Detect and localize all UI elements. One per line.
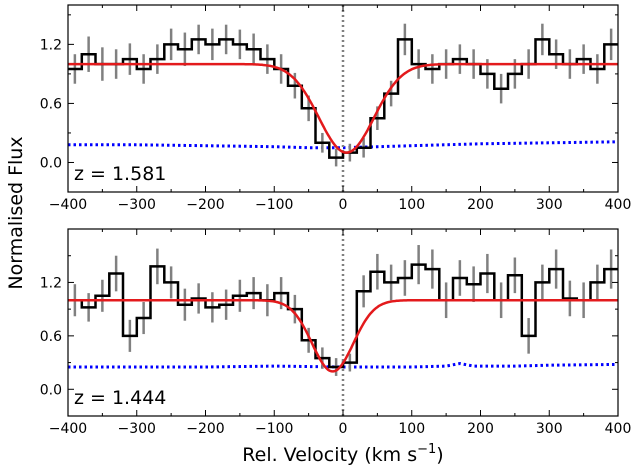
x-tick-label-2: −200 xyxy=(186,421,224,437)
noise-spectrum-2 xyxy=(68,361,618,369)
x-tick-label-1: 300 xyxy=(536,197,563,213)
x-tick-label-2: −100 xyxy=(255,421,293,437)
x-axis-label-close: ) xyxy=(436,444,443,466)
panel-2-plot-area xyxy=(68,229,618,416)
y-axis-label: Normalised Flux xyxy=(5,136,27,289)
x-tick-label-1: 400 xyxy=(605,197,632,213)
noise-spectrum-1 xyxy=(68,140,618,150)
y-tick-label-1: 0.6 xyxy=(40,96,62,112)
model-fit-1 xyxy=(68,62,618,154)
y-tick-label-1: 1.2 xyxy=(40,37,62,53)
x-tick-label-1: −100 xyxy=(255,197,293,213)
redshift-label-2: z = 1.444 xyxy=(74,387,166,409)
panel-1: −400 −300 −200 −100 0 100 200 300 400 0.0 0.6 1.2 z … xyxy=(40,4,632,213)
x-tick-label-1: −400 xyxy=(49,197,87,213)
panel-2: −400 −300 −200 −100 0 100 200 300 400 0.0 0.6 1.2 z … xyxy=(40,228,632,437)
x-tick-label-2: −400 xyxy=(49,421,87,437)
x-tick-label-2: 300 xyxy=(536,421,563,437)
x-tick-label-2: 400 xyxy=(605,421,632,437)
x-tick-label-2: 100 xyxy=(398,421,425,437)
redshift-label-1: z = 1.581 xyxy=(74,163,166,185)
x-tick-label-2: 200 xyxy=(467,421,494,437)
panel-1-plot-area xyxy=(68,5,618,192)
x-axis-label: Rel. Velocity (km s−1) xyxy=(242,442,443,466)
x-tick-label-1: −300 xyxy=(118,197,156,213)
y-tick-label-2: 0.0 xyxy=(40,382,62,398)
x-tick-label-2: −300 xyxy=(118,421,156,437)
y-tick-label-1: 0.0 xyxy=(40,155,62,171)
x-tick-label-1: −200 xyxy=(186,197,224,213)
x-tick-label-2: 0 xyxy=(339,421,348,437)
x-axis-label-main: Rel. Velocity (km s xyxy=(242,444,417,466)
x-tick-label-1: 100 xyxy=(398,197,425,213)
x-tick-label-1: 200 xyxy=(467,197,494,213)
x-axis-label-exponent: −1 xyxy=(417,442,436,457)
model-fit-2 xyxy=(68,298,618,373)
y-tick-label-2: 0.6 xyxy=(40,329,62,345)
flux-spectrum-1 xyxy=(68,38,618,159)
x-tick-label-1: 0 xyxy=(339,197,348,213)
y-tick-label-2: 1.2 xyxy=(40,275,62,291)
